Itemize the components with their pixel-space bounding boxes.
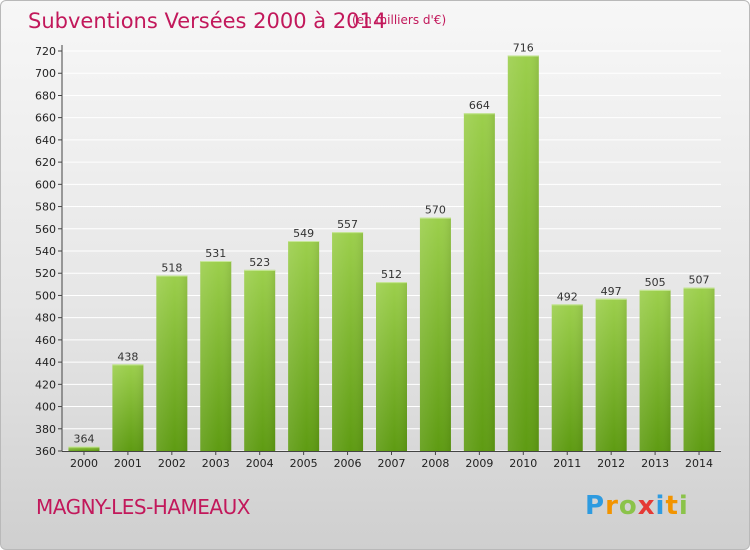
logo-letter: i	[678, 491, 689, 521]
data-label: 664	[469, 99, 490, 112]
data-label: 492	[557, 290, 578, 303]
data-label: 505	[645, 276, 666, 289]
y-tick-label: 700	[35, 67, 56, 80]
data-label: 512	[381, 268, 402, 281]
axes: 360 380 400 420 440 460 480 500 520 540 560 580 600 6…	[35, 45, 721, 470]
bar-shade	[68, 446, 100, 451]
bar-shade	[288, 241, 320, 451]
x-tick-label: 2008	[421, 457, 449, 470]
x-tick-label: 2014	[685, 457, 713, 470]
y-tick-label: 500	[35, 289, 56, 302]
bar-shade	[683, 287, 715, 451]
bar-shade	[200, 261, 232, 451]
bar-shade	[639, 289, 671, 451]
data-labels: 364 438 518 531 523 549 557 512 570 664 716 492 497 5…	[73, 41, 709, 445]
y-tick-label: 400	[35, 401, 56, 414]
bar-shade	[551, 304, 583, 451]
logo-letter: o	[618, 491, 638, 521]
x-tick-label: 2013	[641, 457, 669, 470]
y-tick-label: 720	[35, 45, 56, 58]
chart-title: Subventions Versées 2000 à 2014	[28, 9, 387, 33]
y-tick-label: 380	[35, 423, 56, 436]
x-tick-label: 2001	[114, 457, 142, 470]
bar-shade	[419, 217, 451, 451]
city-name: MAGNY-LES-HAMEAUX	[36, 495, 250, 519]
data-label: 507	[689, 274, 710, 287]
y-tick-label: 620	[35, 156, 56, 169]
y-tick-label: 580	[35, 201, 56, 214]
data-label: 557	[337, 218, 358, 231]
bar-shade	[463, 113, 495, 451]
y-tick-label: 680	[35, 89, 56, 102]
x-tick-label: 2002	[158, 457, 186, 470]
data-label: 549	[293, 227, 314, 240]
logo-letter: P	[585, 491, 606, 521]
data-label: 531	[205, 247, 226, 260]
logo-letter: x	[637, 491, 656, 521]
data-label: 438	[117, 350, 138, 363]
y-tick-label: 540	[35, 245, 56, 258]
bar-shade	[244, 269, 276, 451]
y-tick-label: 360	[35, 445, 56, 458]
y-tick-label: 420	[35, 378, 56, 391]
data-label: 518	[161, 261, 182, 274]
x-tick-label: 2003	[202, 457, 230, 470]
x-tick-label: 2006	[334, 457, 362, 470]
x-tick-label: 2004	[246, 457, 274, 470]
logo-letter: t	[665, 491, 679, 521]
bar-shade	[595, 298, 627, 451]
y-tick-label: 640	[35, 134, 56, 147]
bar-shade	[376, 282, 407, 451]
bar-shade	[332, 232, 364, 451]
y-tick-label: 460	[35, 334, 56, 347]
x-tick-label: 2011	[553, 457, 581, 470]
data-label: 716	[513, 41, 534, 54]
y-tick-label: 480	[35, 312, 56, 325]
data-label: 364	[73, 433, 94, 446]
data-label: 497	[601, 285, 622, 298]
bar-shade	[112, 364, 144, 451]
bar-shade	[507, 55, 539, 451]
x-tick-label: 2012	[597, 457, 625, 470]
logo-letter: i	[655, 491, 666, 521]
logo-letter: r	[605, 491, 619, 521]
data-label: 523	[249, 256, 270, 269]
data-label: 570	[425, 204, 446, 217]
x-tick-label: 2010	[509, 457, 537, 470]
chart-unit-note: (en milliers d'€)	[352, 13, 447, 27]
x-tick-label: 2000	[70, 457, 98, 470]
y-tick-label: 560	[35, 223, 56, 236]
x-tick-label: 2005	[290, 457, 318, 470]
y-tick-label: 600	[35, 178, 56, 191]
y-tick-label: 520	[35, 267, 56, 280]
y-tick-label: 440	[35, 356, 56, 369]
x-tick-label: 2009	[465, 457, 493, 470]
x-tick-label: 2007	[378, 457, 406, 470]
y-tick-label: 660	[35, 112, 56, 125]
bars	[68, 55, 715, 451]
proxiti-logo: Proxiti	[585, 491, 689, 521]
bar-shade	[156, 275, 188, 451]
